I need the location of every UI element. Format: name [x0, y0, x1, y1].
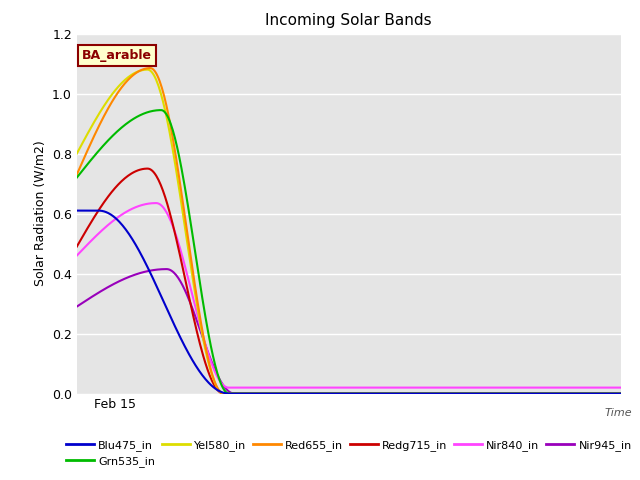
Grn535_in	[225, 391, 233, 396]
Line: Nir945_in: Nir945_in	[77, 269, 621, 394]
Redg715_in	[144, 166, 152, 171]
Nir840_in	[369, 385, 377, 391]
Nir840_in	[73, 252, 81, 258]
Nir840_in	[521, 385, 529, 391]
Blu475_in	[332, 391, 340, 396]
Line: Blu475_in: Blu475_in	[77, 211, 621, 394]
Grn535_in	[606, 391, 614, 396]
Nir945_in	[333, 391, 341, 396]
Yel580_in	[606, 391, 614, 396]
Redg715_in	[521, 391, 529, 396]
Red655_in	[333, 391, 341, 396]
Line: Red655_in: Red655_in	[77, 68, 621, 394]
Red655_in	[521, 391, 529, 396]
Nir840_in	[617, 385, 625, 391]
Yel580_in	[617, 391, 625, 396]
Title: Incoming Solar Bands: Incoming Solar Bands	[266, 13, 432, 28]
Text: BA_arable: BA_arable	[82, 49, 152, 62]
Grn535_in	[617, 391, 625, 396]
Blu475_in	[73, 208, 81, 214]
Grn535_in	[399, 391, 406, 396]
Nir945_in	[337, 391, 344, 396]
Grn535_in	[337, 391, 344, 396]
Nir945_in	[617, 391, 625, 396]
Red655_in	[337, 391, 344, 396]
Yel580_in	[73, 151, 81, 156]
Nir840_in	[399, 385, 406, 391]
Red655_in	[146, 65, 154, 71]
Blu475_in	[617, 391, 625, 396]
Nir840_in	[152, 200, 160, 206]
Blu475_in	[520, 391, 527, 396]
Yel580_in	[333, 391, 341, 396]
Yel580_in	[521, 391, 529, 396]
Red655_in	[220, 391, 228, 396]
Redg715_in	[399, 391, 406, 396]
Nir840_in	[606, 385, 614, 391]
Yel580_in	[337, 391, 344, 396]
Text: Time: Time	[604, 408, 632, 418]
Line: Yel580_in: Yel580_in	[77, 70, 621, 394]
Red655_in	[617, 391, 625, 396]
Redg715_in	[617, 391, 625, 396]
Red655_in	[73, 172, 81, 178]
Line: Redg715_in: Redg715_in	[77, 168, 621, 394]
Grn535_in	[521, 391, 529, 396]
Redg715_in	[606, 391, 614, 396]
Blu475_in	[225, 391, 233, 396]
Yel580_in	[399, 391, 406, 396]
Legend: Blu475_in, Grn535_in, Yel580_in, Red655_in, Redg715_in, Nir840_in, Nir945_in: Blu475_in, Grn535_in, Yel580_in, Red655_…	[61, 435, 636, 471]
Blu475_in	[398, 391, 406, 396]
Red655_in	[399, 391, 406, 396]
Red655_in	[606, 391, 614, 396]
Nir840_in	[225, 385, 232, 391]
Redg715_in	[337, 391, 344, 396]
Nir945_in	[521, 391, 529, 396]
Line: Grn535_in: Grn535_in	[77, 110, 621, 394]
Nir945_in	[231, 391, 239, 396]
Nir840_in	[337, 385, 344, 391]
Grn535_in	[369, 391, 377, 396]
Nir945_in	[606, 391, 614, 396]
Grn535_in	[157, 107, 164, 113]
Redg715_in	[369, 391, 377, 396]
Nir840_in	[333, 385, 341, 391]
Redg715_in	[73, 244, 81, 250]
Nir945_in	[163, 266, 170, 272]
Blu475_in	[605, 391, 612, 396]
Yel580_in	[369, 391, 377, 396]
Red655_in	[369, 391, 377, 396]
Nir945_in	[73, 304, 81, 310]
Redg715_in	[333, 391, 341, 396]
Redg715_in	[220, 391, 228, 396]
Y-axis label: Solar Radiation (W/m2): Solar Radiation (W/m2)	[33, 141, 46, 287]
Nir945_in	[399, 391, 406, 396]
Yel580_in	[220, 391, 228, 396]
Grn535_in	[73, 175, 81, 180]
Nir945_in	[369, 391, 377, 396]
Grn535_in	[333, 391, 341, 396]
Line: Nir840_in: Nir840_in	[77, 203, 621, 388]
Blu475_in	[369, 391, 376, 396]
Blu475_in	[336, 391, 344, 396]
Yel580_in	[144, 67, 152, 72]
